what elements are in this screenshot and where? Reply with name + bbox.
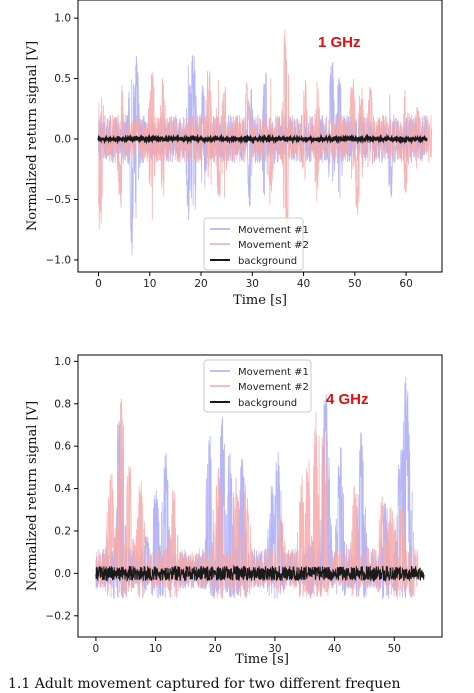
series-line-background <box>97 133 428 145</box>
legend: Movement #1 Movement #2 background <box>203 217 309 271</box>
legend: Movement #1 Movement #2 background <box>203 359 312 413</box>
x-tick-label: 30 <box>246 278 259 290</box>
frequency-annotation: 4 GHz <box>326 391 369 408</box>
x-tick-label: 20 <box>209 643 222 655</box>
x-tick-label: 30 <box>268 643 281 655</box>
x-tick-label: 50 <box>388 643 401 655</box>
legend-entry-background: background <box>238 398 297 409</box>
y-tick-label: 1.0 <box>54 356 71 368</box>
legend-entry-movement-2: Movement #2 <box>238 240 309 251</box>
x-tick-label: 40 <box>328 643 341 655</box>
chart-1ghz: 0 10 20 30 40 50 60 −1.0 −0.5 0.0 0.5 1.0 1 GHz Tim… <box>25 0 443 308</box>
y-tick-label: 0.0 <box>54 568 71 580</box>
x-tick-label: 10 <box>149 643 162 655</box>
y-tick-label: −0.2 <box>46 610 72 622</box>
x-tick-label: 0 <box>93 643 100 655</box>
x-tick-label: 40 <box>297 278 310 290</box>
series-line-movement-2 <box>98 29 433 258</box>
series-group <box>97 29 433 258</box>
y-tick-label: −1.0 <box>46 254 72 266</box>
x-tick-label: 60 <box>399 278 412 290</box>
y-axis-label: Normalized return signal [V] <box>25 41 40 231</box>
plot-frame <box>77 354 443 638</box>
y-tick-label: 0.5 <box>54 73 71 85</box>
y-tick-label: 0.0 <box>54 134 71 146</box>
axes-ticks: 0 10 20 30 40 50 60 −1.0 −0.5 0.0 0.5 1.0 <box>46 13 413 290</box>
frequency-annotation: 1 GHz <box>318 34 361 51</box>
y-tick-label: 1.0 <box>54 13 71 25</box>
legend-entry-movement-1: Movement #1 <box>238 367 309 378</box>
legend-box <box>203 359 312 413</box>
legend-entry-movement-1: Movement #1 <box>238 225 309 236</box>
x-axis-label: Time [s] <box>233 293 287 308</box>
legend-entry-background: background <box>238 256 297 267</box>
y-tick-label: −0.5 <box>46 194 72 206</box>
y-tick-label: 0.2 <box>54 525 71 537</box>
x-tick-label: 0 <box>95 278 102 290</box>
y-tick-label: 0.4 <box>54 483 71 495</box>
series-line-background <box>95 564 425 583</box>
y-tick-label: 0.8 <box>54 398 71 410</box>
series-group <box>95 376 425 600</box>
legend-box <box>203 217 304 271</box>
figure-caption: 1.1 Adult movement captured for two diff… <box>8 676 401 692</box>
x-tick-label: 10 <box>143 278 156 290</box>
legend-entry-movement-2: Movement #2 <box>238 382 309 393</box>
chart-4ghz: 0 10 20 30 40 50−0.20.00.20.40.60.81.0 4 GHz … <box>25 354 443 667</box>
y-axis-label: Normalized return signal [V] <box>25 401 40 591</box>
axes-ticks: 0 10 20 30 40 50 −0.2 0.0 0.2 0.4 0.6 0.8 1.0 <box>46 356 401 655</box>
x-tick-label: 20 <box>194 278 207 290</box>
y-tick-label: 0.6 <box>54 441 71 453</box>
x-tick-label: 50 <box>348 278 361 290</box>
plot-frame <box>77 0 443 273</box>
x-axis-label: Time [s] <box>235 652 289 667</box>
